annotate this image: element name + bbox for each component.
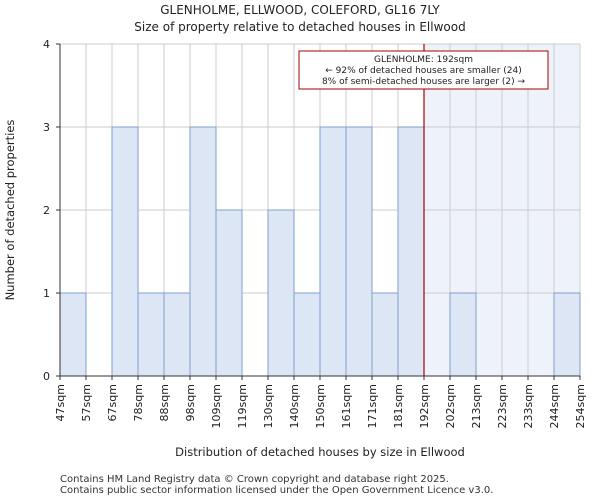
annotation-box (298, 50, 549, 90)
y-axis-title: Number of detached properties (3, 120, 17, 301)
x-tick-label: 119sqm (236, 384, 249, 428)
histogram-bar (189, 126, 217, 377)
histogram-bar (267, 209, 295, 377)
x-axis-title: Distribution of detached houses by size … (175, 445, 465, 459)
footer-line-2: Contains public sector information licen… (60, 485, 494, 496)
x-tick-label: 244sqm (548, 384, 561, 428)
y-tick-label: 3 (43, 121, 50, 134)
annotation-line: GLENHOLME: 192sqm (374, 55, 473, 65)
histogram-bar (371, 292, 399, 377)
x-tick-label: 202sqm (444, 384, 457, 428)
x-tick-label: 161sqm (340, 384, 353, 428)
histogram-bar (397, 126, 425, 377)
x-tick-label: 181sqm (392, 384, 405, 428)
x-tick-label: 130sqm (262, 384, 275, 428)
chart-title: GLENHOLME, ELLWOOD, COLEFORD, GL16 7LY (160, 3, 440, 17)
x-tick-label: 109sqm (210, 384, 223, 428)
x-tick-label: 140sqm (288, 384, 301, 428)
histogram-bar (163, 292, 191, 377)
y-tick-label: 4 (43, 38, 50, 51)
footer-line-1: Contains HM Land Registry data © Crown c… (60, 474, 449, 485)
x-tick-label: 98sqm (184, 384, 197, 421)
histogram-bar (345, 126, 373, 377)
y-tick-label: 0 (43, 370, 50, 383)
histogram-bar (319, 126, 347, 377)
y-tick-label: 2 (43, 204, 50, 217)
x-tick-label: 47sqm (54, 384, 67, 421)
x-tick-label: 223sqm (496, 384, 509, 428)
annotation-line: 8% of semi-detached houses are larger (2… (322, 77, 526, 87)
histogram-bar (59, 292, 87, 377)
x-tick-label: 78sqm (132, 384, 145, 421)
annotation-line: ← 92% of detached houses are smaller (24… (325, 66, 522, 76)
x-tick-label: 88sqm (158, 384, 171, 421)
histogram-bar (293, 292, 321, 377)
histogram-bar (137, 292, 165, 377)
x-tick-label: 171sqm (366, 384, 379, 428)
y-tick-label: 1 (43, 287, 50, 300)
x-tick-label: 213sqm (470, 384, 483, 428)
x-tick-label: 192sqm (418, 384, 431, 428)
histogram-bar (449, 292, 477, 377)
x-tick-label: 67sqm (106, 384, 119, 421)
x-tick-label: 150sqm (314, 384, 327, 428)
histogram-bar (215, 209, 243, 377)
x-tick-label: 233sqm (522, 384, 535, 428)
chart-subtitle: Size of property relative to detached ho… (134, 20, 466, 34)
x-tick-label: 57sqm (80, 384, 93, 421)
histogram-bar (111, 126, 139, 377)
histogram-bar (553, 292, 581, 377)
x-tick-label: 254sqm (574, 384, 587, 428)
